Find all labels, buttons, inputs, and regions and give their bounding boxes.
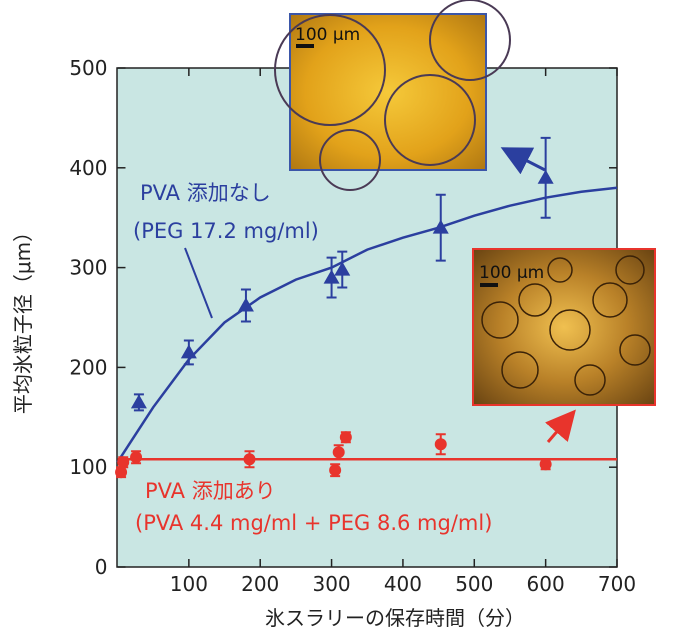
- x-tick-label: 500: [455, 572, 493, 596]
- x-axis-label: 氷スラリーの保存時間（分）: [265, 606, 525, 630]
- x-tick-label: 400: [384, 572, 422, 596]
- marker: [435, 438, 447, 450]
- inset-image: 100 μm: [275, 0, 510, 190]
- y-tick-label: 0: [95, 555, 108, 579]
- annotation: (PEG 17.2 mg/ml): [133, 219, 319, 243]
- scale-label: 100 μm: [479, 263, 544, 283]
- x-tick-label: 700: [598, 572, 636, 596]
- x-tick-label: 600: [527, 572, 565, 596]
- y-tick-label: 100: [69, 455, 107, 479]
- annotation: PVA 添加なし: [140, 181, 271, 205]
- marker: [329, 464, 341, 476]
- y-tick-label: 500: [69, 56, 107, 80]
- marker: [333, 446, 345, 458]
- x-tick-label: 300: [312, 572, 350, 596]
- scale-label: 100 μm: [295, 25, 360, 45]
- x-tick-label: 200: [241, 572, 279, 596]
- marker: [244, 453, 256, 465]
- y-tick-label: 200: [69, 355, 107, 379]
- marker: [340, 431, 352, 443]
- marker: [130, 451, 142, 463]
- inset-image: 100 μm: [473, 249, 655, 405]
- annotation: PVA 添加あり: [145, 479, 276, 503]
- marker: [540, 458, 552, 470]
- y-axis-label: 平均氷粒子径（μm）: [11, 222, 35, 414]
- chart: 100 μm 100 μm 氷スラリーの保存時間（分） 平均氷粒子径（μm） 0…: [0, 0, 681, 637]
- y-tick-label: 300: [69, 256, 107, 280]
- annotation: (PVA 4.4 mg/ml + PEG 8.6 mg/ml): [135, 511, 492, 535]
- marker: [117, 456, 129, 468]
- x-tick-label: 100: [170, 572, 208, 596]
- y-tick-label: 400: [69, 156, 107, 180]
